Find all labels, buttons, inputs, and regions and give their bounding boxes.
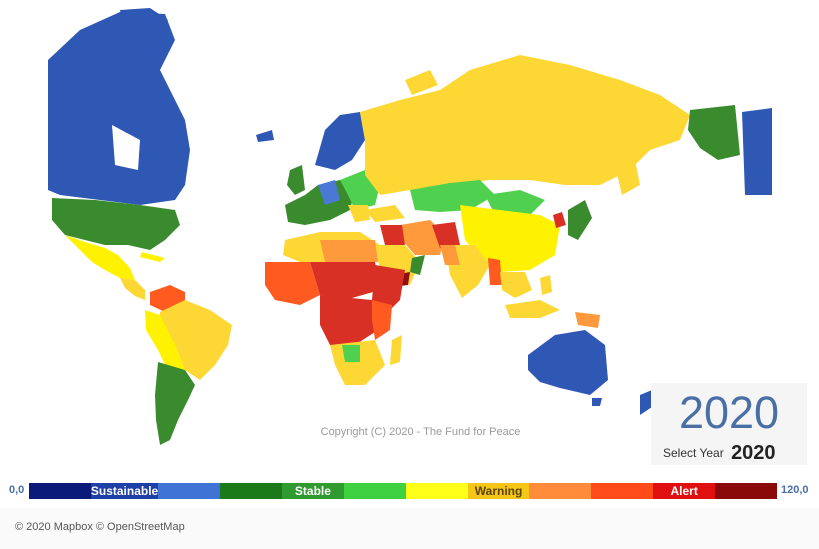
legend-segment xyxy=(343,483,406,499)
region-russia[interactable] xyxy=(360,55,690,195)
region-germany[interactable] xyxy=(318,180,340,205)
region-pakistan[interactable] xyxy=(440,245,460,265)
region-russia-north-islands[interactable] xyxy=(405,70,438,95)
region-china[interactable] xyxy=(460,205,560,272)
region-arctic-islands[interactable] xyxy=(120,8,168,45)
region-egypt-libya[interactable] xyxy=(320,240,378,262)
region-kamchatka[interactable] xyxy=(615,160,640,195)
legend-segment xyxy=(529,483,592,499)
region-afghanistan[interactable] xyxy=(432,222,460,248)
bottom-strip xyxy=(0,508,819,549)
region-iceland[interactable] xyxy=(256,130,274,142)
select-year-label: Select Year xyxy=(663,446,724,460)
region-alaska[interactable] xyxy=(688,105,740,160)
legend-segment xyxy=(715,483,777,499)
region-brazil[interactable] xyxy=(160,300,232,380)
region-japan[interactable] xyxy=(568,200,592,240)
region-southeast-asia[interactable] xyxy=(500,272,532,298)
map-attribution[interactable]: © 2020 Mapbox © OpenStreetMap xyxy=(15,521,185,533)
region-cuba[interactable] xyxy=(140,252,165,262)
region-usa[interactable] xyxy=(52,198,180,250)
region-sahel[interactable] xyxy=(310,262,380,300)
region-philippines[interactable] xyxy=(540,275,552,295)
legend-segment-sustainable: Sustainable xyxy=(90,483,159,499)
world-map[interactable] xyxy=(0,0,819,480)
copyright-text: Copyright (C) 2020 - The Fund for Peace xyxy=(320,426,521,438)
year-display: 2020 xyxy=(678,387,780,438)
region-greenland[interactable] xyxy=(112,125,140,170)
region-east-africa[interactable] xyxy=(372,300,392,340)
year-panel: 2020 Select Year 2020 xyxy=(651,383,807,465)
region-indonesia[interactable] xyxy=(505,300,560,318)
region-syria-iraq[interactable] xyxy=(380,225,405,245)
legend-segment-alert: Alert xyxy=(653,483,716,499)
region-kazakhstan[interactable] xyxy=(410,180,495,212)
region-madagascar[interactable] xyxy=(390,335,402,365)
region-mongolia[interactable] xyxy=(485,190,545,215)
legend-segment xyxy=(405,483,468,499)
region-mexico[interactable] xyxy=(65,235,135,280)
select-year-value[interactable]: 2020 xyxy=(731,442,776,464)
region-myanmar[interactable] xyxy=(488,258,502,285)
region-argentina-chile[interactable] xyxy=(155,362,195,445)
region-west-africa[interactable] xyxy=(265,262,320,305)
region-botswana-namibia[interactable] xyxy=(342,345,360,362)
legend-segment xyxy=(29,483,91,499)
region-korea[interactable] xyxy=(553,212,566,228)
region-australia[interactable] xyxy=(528,330,608,395)
region-tasmania[interactable] xyxy=(592,398,602,406)
region-central-africa[interactable] xyxy=(320,295,378,345)
region-canada-east[interactable] xyxy=(742,108,772,195)
region-scandinavia[interactable] xyxy=(315,112,365,170)
region-png[interactable] xyxy=(575,312,600,328)
legend-min-label: 0,0 xyxy=(9,484,25,496)
region-balkans[interactable] xyxy=(348,205,370,222)
legend-max-label: 120,0 xyxy=(781,484,809,496)
year-selector[interactable]: Select Year 2020 xyxy=(663,442,776,465)
region-central-america[interactable] xyxy=(120,278,145,300)
region-canada[interactable] xyxy=(48,12,190,205)
legend-segment xyxy=(220,483,282,499)
legend-bar: Sustainable Stable Warning Alert xyxy=(29,483,777,499)
legend-segment-warning: Warning xyxy=(467,483,530,499)
legend-segment-stable: Stable xyxy=(281,483,344,499)
legend-segment xyxy=(591,483,654,499)
region-peru-bolivia[interactable] xyxy=(145,310,185,375)
region-turkey[interactable] xyxy=(365,205,405,222)
region-uk-ireland[interactable] xyxy=(287,165,305,195)
region-oman[interactable] xyxy=(410,255,425,275)
legend-segment xyxy=(158,483,221,499)
